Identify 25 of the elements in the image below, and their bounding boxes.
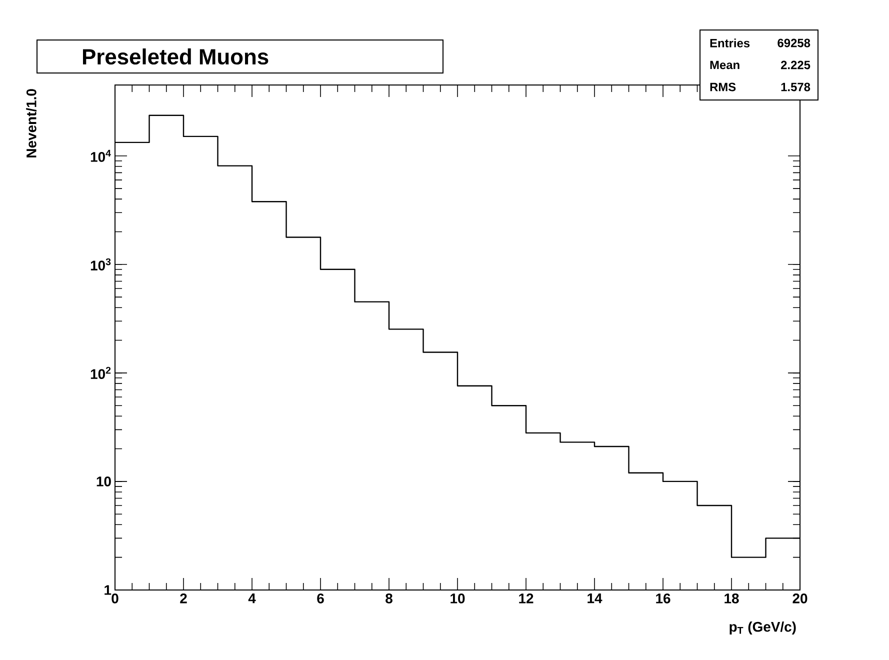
x-tick-label: 4 [248,594,256,604]
y-tick-label: 1 [104,585,112,595]
chart-title: Preseleted Muons [82,48,268,65]
y-tick-label: 10$^{4}$ [90,150,111,162]
text: 2.225 [780,60,810,70]
x-tick-label: 18 [724,593,739,604]
y-tick-label: 10$^{3}$ [90,258,111,270]
x-tick-label: 6 [317,593,324,604]
y-axis-title: Nevent/1.0 [26,89,36,158]
x-tick-label: 12 [519,593,534,604]
x-tick-label: 8 [386,593,392,604]
text: Entries [710,38,750,48]
x-tick-label: 16 [656,593,670,604]
annotation: 1.578 [781,82,810,92]
x-axis-title: p$_{T}$ (GeV/c) [730,622,796,634]
annotation: RMS [710,82,736,92]
x-tick-label: 10 [450,593,465,604]
text: 69258 [778,38,810,48]
x-tick-label: 2 [180,593,187,604]
text: Mean [710,60,740,70]
x-tick-label: 14 [588,594,602,604]
y-tick-label: 10$^{2}$ [90,366,111,380]
x-tick-label: 0 [112,593,118,604]
y-tick-label: 10 [96,476,111,486]
x-tick-label: 20 [792,593,808,604]
